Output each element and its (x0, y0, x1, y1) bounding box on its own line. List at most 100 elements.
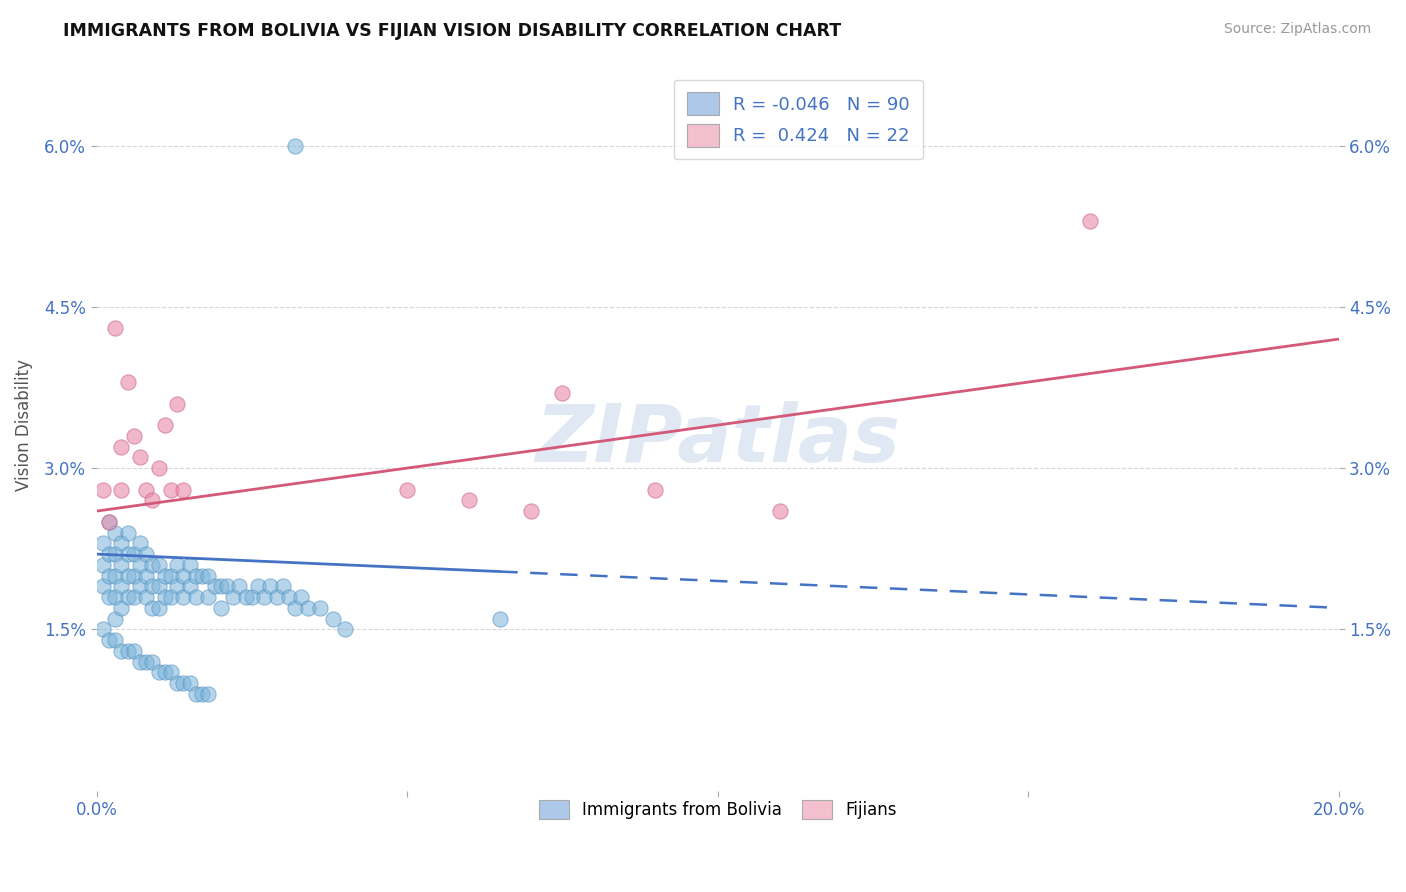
Point (117, 547, 139, 561)
Point (129, 579, 152, 593)
Point (290, 590, 312, 604)
Point (117, 375, 139, 389)
Point (97, 515, 120, 529)
Point (110, 558, 132, 572)
Point (520, 504, 543, 518)
Point (172, 590, 194, 604)
Point (184, 590, 207, 604)
Point (197, 687, 219, 701)
Point (104, 633, 127, 648)
Point (97, 633, 120, 648)
Point (259, 579, 281, 593)
Point (117, 525, 139, 540)
Point (172, 568, 194, 582)
Point (135, 655, 157, 669)
Point (396, 483, 419, 497)
Point (104, 590, 127, 604)
Point (117, 644, 139, 658)
Point (141, 579, 163, 593)
Point (333, 623, 356, 637)
Point (122, 547, 145, 561)
Point (197, 568, 219, 582)
Point (204, 579, 226, 593)
Point (153, 590, 176, 604)
Point (458, 493, 481, 508)
Point (209, 579, 232, 593)
Point (284, 138, 307, 153)
Point (141, 558, 163, 572)
Point (191, 568, 214, 582)
Point (222, 590, 245, 604)
Point (266, 590, 288, 604)
Point (228, 579, 250, 593)
Point (104, 547, 127, 561)
Point (160, 590, 183, 604)
Point (104, 612, 127, 626)
Point (97, 547, 120, 561)
Point (191, 687, 214, 701)
Point (148, 461, 170, 475)
Point (297, 600, 319, 615)
Point (179, 676, 201, 690)
Point (135, 483, 157, 497)
Legend: Immigrants from Bolivia, Fijians: Immigrants from Bolivia, Fijians (531, 794, 903, 826)
Point (122, 429, 145, 443)
Point (160, 568, 183, 582)
Point (179, 558, 201, 572)
Point (166, 676, 188, 690)
Point (91, 558, 114, 572)
Point (122, 644, 145, 658)
Point (166, 579, 188, 593)
Point (97, 590, 120, 604)
Point (644, 483, 666, 497)
Point (271, 579, 294, 593)
Point (179, 579, 201, 593)
Point (135, 547, 157, 561)
Point (148, 600, 170, 615)
Point (148, 558, 170, 572)
Point (148, 665, 170, 680)
Point (160, 483, 183, 497)
Point (209, 600, 232, 615)
Point (129, 536, 152, 550)
Point (184, 687, 207, 701)
Point (246, 579, 269, 593)
Point (122, 590, 145, 604)
Point (129, 655, 152, 669)
Point (141, 493, 163, 508)
Point (141, 655, 163, 669)
Point (104, 525, 127, 540)
Point (166, 558, 188, 572)
Point (91, 623, 114, 637)
Point (91, 579, 114, 593)
Point (135, 590, 157, 604)
Point (240, 590, 263, 604)
Point (122, 568, 145, 582)
Point (197, 590, 219, 604)
Point (1078, 214, 1101, 228)
Point (489, 612, 512, 626)
Point (184, 568, 207, 582)
Point (321, 612, 343, 626)
Point (141, 600, 163, 615)
Point (166, 396, 188, 410)
Point (253, 590, 276, 604)
Point (129, 558, 152, 572)
Point (104, 568, 127, 582)
Point (278, 590, 301, 604)
Point (91, 536, 114, 550)
Y-axis label: Vision Disability: Vision Disability (15, 359, 32, 491)
Point (551, 385, 574, 400)
Point (153, 418, 176, 433)
Text: Source: ZipAtlas.com: Source: ZipAtlas.com (1223, 22, 1371, 37)
Point (153, 665, 176, 680)
Point (110, 483, 132, 497)
Point (110, 579, 132, 593)
Point (110, 644, 132, 658)
Point (117, 568, 139, 582)
Point (309, 600, 332, 615)
Point (172, 676, 194, 690)
Point (160, 665, 183, 680)
Point (91, 483, 114, 497)
Point (215, 579, 238, 593)
